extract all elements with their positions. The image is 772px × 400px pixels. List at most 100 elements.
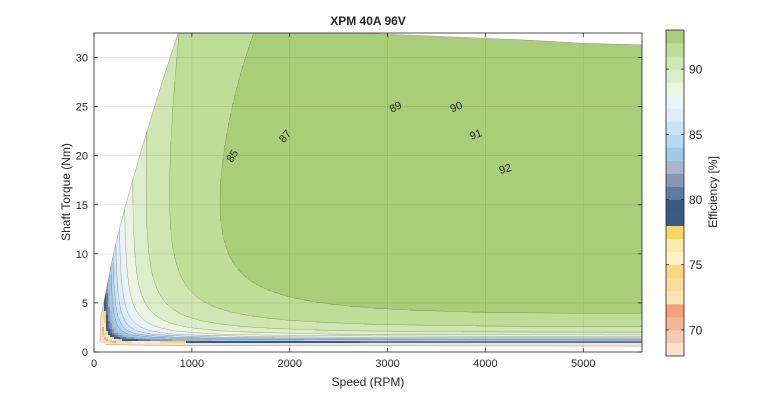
contour-band-cell (174, 309, 225, 312)
contour-band-cell (118, 281, 123, 284)
contour-band-cell (108, 313, 111, 316)
contour-band-cell (116, 259, 121, 262)
contour-band-cell (172, 135, 227, 138)
contour-band-cell (178, 311, 233, 314)
contour-band-cell (108, 291, 111, 294)
contour-band-cell (110, 335, 113, 338)
contour-band-cell (176, 259, 233, 262)
contour-band-cell (184, 331, 241, 334)
contour-band-cell (110, 263, 115, 266)
contour-band-cell (304, 339, 642, 342)
contour-band-cell (112, 303, 117, 306)
contour-band-cell (108, 311, 111, 314)
contour-band-cell (114, 273, 117, 276)
contour-band-cell (134, 241, 149, 244)
contour-band-cell (174, 335, 221, 338)
colorbar-swatch-90 (666, 56, 684, 70)
contour-band-cell (220, 215, 642, 218)
contour-band-cell (148, 93, 175, 96)
contour-band-cell (220, 207, 642, 210)
contour-band-cell (146, 133, 173, 136)
contour-band-cell (110, 333, 113, 336)
contour-band-cell (166, 301, 205, 304)
contour-band-cell (226, 139, 642, 142)
contour-band-cell (108, 329, 111, 332)
colorbar-tick-label: 85 (689, 128, 703, 142)
contour-band-cell (138, 335, 153, 338)
contour-band-cell (120, 319, 125, 322)
contour-band-cell (106, 327, 109, 330)
contour-band-cell (120, 241, 127, 244)
contour-band-cell (230, 257, 642, 260)
contour-band-cell (252, 39, 642, 42)
contour-band-cell (220, 213, 642, 216)
contour-band-cell (156, 285, 187, 288)
contour-band-cell (230, 119, 642, 122)
contour-band-cell (240, 313, 642, 316)
contour-band-cell (128, 335, 139, 338)
contour-band-cell (104, 325, 107, 328)
contour-band-cell (116, 245, 121, 248)
contour-band-cell (126, 321, 135, 324)
contour-band-cell (120, 301, 125, 304)
contour-band-cell (230, 113, 642, 116)
contour-band-cell (208, 321, 317, 324)
contour-band-cell (170, 167, 223, 170)
contour-band-cell (116, 311, 123, 314)
contour-band-cell (146, 137, 173, 140)
contour-band-cell (108, 339, 111, 342)
contour-band-cell (108, 287, 111, 290)
contour-band-cell (232, 311, 473, 314)
contour-band-cell (126, 227, 135, 230)
contour-band-cell (132, 185, 147, 188)
contour-band-cell (102, 333, 105, 336)
contour-band-cell (232, 107, 642, 110)
plot-area-border (93, 32, 643, 353)
contour-band-cell (110, 313, 113, 316)
contour-band-cell (146, 225, 171, 228)
contour-band-cell (108, 333, 111, 336)
contour-band-cell (134, 217, 147, 220)
contour-band-cell (134, 237, 149, 240)
contour-band-cell (154, 313, 183, 316)
contour-band-cell (134, 245, 149, 248)
contour-band-cell (114, 325, 119, 328)
contour-band-cell (134, 233, 149, 236)
contour-band-cell (99, 331, 103, 334)
contour-band-cell (128, 269, 137, 272)
contour-band-cell (170, 147, 225, 150)
contour-band-cell (196, 295, 287, 298)
contour-band-cell (252, 37, 642, 40)
contour-band-cell (238, 85, 642, 88)
contour-band-cell (110, 301, 113, 304)
contour-band-cell (99, 341, 111, 344)
contour-band-cell (110, 299, 113, 302)
contour-band-cell (104, 329, 107, 332)
contour-band-cell (274, 291, 642, 294)
contour-band-cell (174, 253, 229, 256)
contour-band-cell (152, 275, 181, 278)
contour-band-cell (170, 221, 223, 224)
colorbar-swatch-89 (666, 69, 684, 83)
contour-band-cell (226, 247, 642, 250)
contour-band-cell (106, 325, 109, 328)
contour-band-cell (146, 139, 173, 142)
y-tick-label: 25 (76, 102, 88, 114)
contour-band-cell (114, 339, 119, 342)
contour-band-cell (120, 225, 125, 228)
contour-band-cell (146, 197, 171, 200)
contour-band-cell (120, 265, 127, 268)
contour-band-cell (104, 335, 107, 338)
contour-band-cell (112, 333, 115, 336)
contour-band-cell (146, 189, 171, 192)
contour-band-cell (112, 259, 117, 262)
contour-band-cell (116, 307, 121, 310)
contour-band-cell (134, 215, 147, 218)
contour-band-cell (124, 299, 133, 302)
contour-band-cell (176, 65, 243, 68)
contour-band-cell (124, 319, 133, 322)
contour-band-cell (148, 87, 175, 90)
contour-band-cell (176, 75, 241, 78)
contour-band-cell (126, 235, 135, 238)
contour-band-cell (244, 61, 642, 64)
